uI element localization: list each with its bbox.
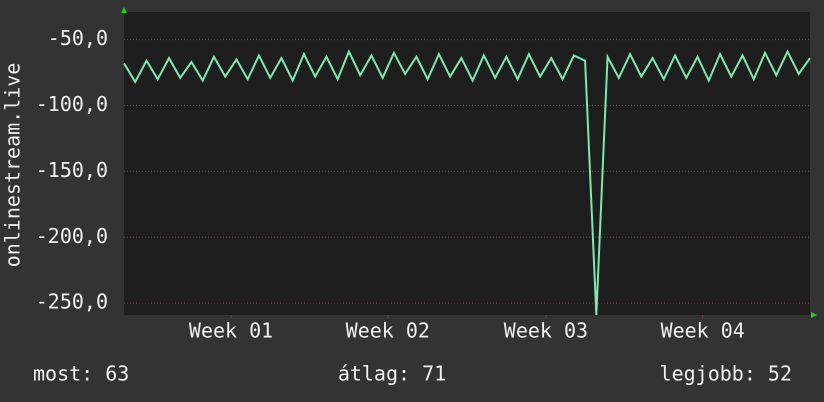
- y-tick-label: -200,0: [36, 224, 108, 248]
- y-tick-label: -150,0: [36, 158, 108, 182]
- x-tick-label: Week 04: [661, 319, 745, 343]
- x-tick-label: Week 02: [346, 319, 430, 343]
- stat-best: legjobb: 52: [660, 362, 792, 386]
- plot-area: [124, 12, 810, 315]
- stat-average: átlag: 71: [338, 362, 446, 386]
- y-tick-label: -50,0: [48, 26, 108, 50]
- y-tick-label: -250,0: [36, 290, 108, 314]
- y-tick-label: -100,0: [36, 92, 108, 116]
- axis-arrow: [121, 7, 127, 13]
- axis-arrow: [811, 312, 817, 318]
- stat-now: most: 63: [33, 362, 129, 386]
- series-line: [123, 49, 811, 316]
- x-tick-label: Week 01: [189, 319, 273, 343]
- y-axis-label: onlinestream.live: [1, 63, 25, 268]
- x-tick-label: Week 03: [504, 319, 588, 343]
